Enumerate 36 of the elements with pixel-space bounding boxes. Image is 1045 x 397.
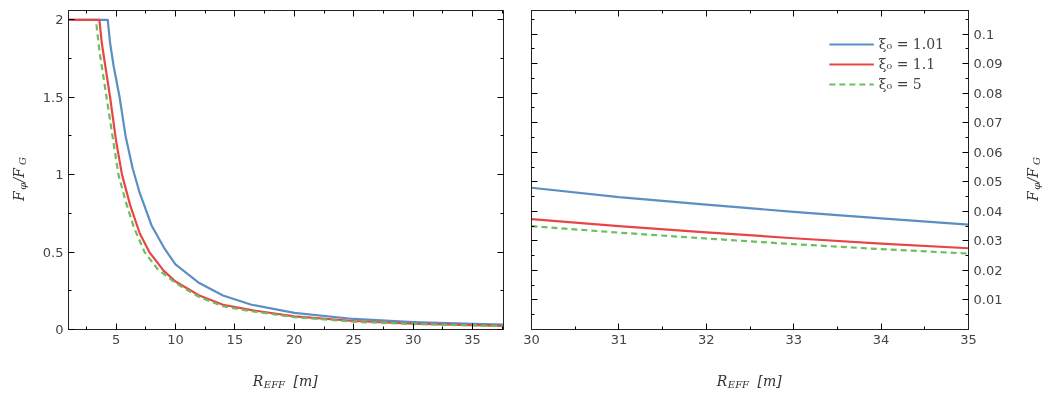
- x-tick-label: 30: [523, 331, 540, 347]
- y2-tick-label: 0.06: [973, 144, 1003, 160]
- x-tick-label: 35: [960, 331, 977, 347]
- x-tick-label: 15: [226, 331, 244, 347]
- y2-tick-label: 0.01: [973, 292, 1003, 308]
- x-tick-label: 34: [872, 331, 890, 347]
- legend-label: ξ₀ = 5: [878, 76, 922, 92]
- y2-tick-label: 0.1: [973, 26, 995, 42]
- y2-tick-label: 0.02: [973, 262, 1003, 278]
- x-tick-label: 5: [111, 331, 121, 347]
- y2-tick-label: 0.07: [973, 115, 1003, 131]
- x-tick-label: 35: [464, 331, 481, 347]
- x-tick-label: 33: [785, 331, 802, 347]
- y-tick-label: 0.5: [42, 244, 64, 260]
- y-tick-label: 2: [55, 12, 64, 28]
- y-tick-label: 1.5: [42, 89, 64, 105]
- y-tick-label: 0: [55, 322, 64, 337]
- y2-tick-label: 0.03: [973, 233, 1003, 249]
- x-tick-label: 32: [698, 331, 715, 347]
- legend-label: ξ₀ = 1.1: [878, 56, 936, 72]
- y2-tick-label: 0.08: [973, 85, 1003, 101]
- y2-tick-label: 0.05: [973, 174, 1003, 190]
- line-series: [531, 225, 969, 255]
- legend-label: ξ₀ = 1.01: [878, 36, 944, 52]
- y2-axis-title: Fφ/FG: [1024, 157, 1042, 202]
- line-series: [531, 217, 969, 250]
- x-tick-label: 25: [345, 331, 363, 347]
- y2-tick-label: 0.04: [973, 203, 1003, 219]
- line-series: [531, 186, 969, 226]
- x-tick-label: 20: [286, 331, 303, 347]
- x-tick-label: 30: [404, 331, 422, 347]
- x-tick-label: 10: [167, 331, 184, 347]
- x-tick-label: 31: [610, 331, 628, 347]
- y2-tick-label: 0.09: [973, 56, 1003, 72]
- y-axis-title: Fφ/FG: [10, 157, 28, 202]
- y-tick-label: 1: [55, 167, 64, 183]
